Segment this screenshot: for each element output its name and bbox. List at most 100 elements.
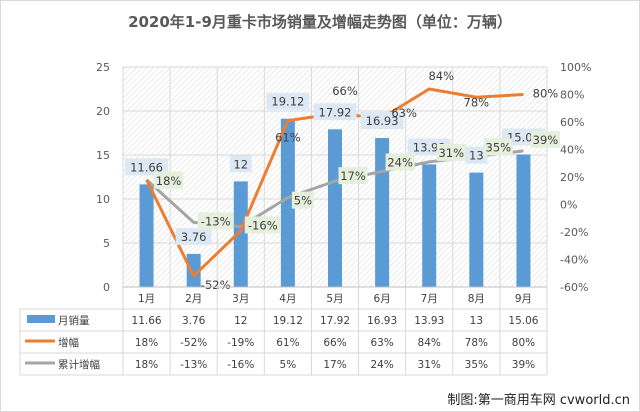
- bar-data-label-bg: [125, 158, 169, 176]
- category-label: 8月: [468, 293, 485, 305]
- table-cell: 18%: [135, 359, 158, 371]
- table-cell: 84%: [418, 337, 441, 349]
- table-cell: -52%: [180, 337, 207, 349]
- left-axis-tick: 10: [96, 193, 110, 206]
- bar-data-label-bg: [465, 146, 488, 164]
- table-cell: -13%: [180, 359, 207, 371]
- right-axis-tick: -40%: [560, 254, 588, 267]
- bar-monthly-sales: [280, 118, 295, 287]
- table-cell: 35%: [465, 359, 488, 371]
- cumulative-data-label-bg: [338, 167, 368, 185]
- bar-data-label: 17.92: [319, 105, 352, 119]
- legend-label: 增幅: [58, 336, 79, 349]
- growth-data-label: 66%: [332, 84, 358, 98]
- category-label: 2月: [185, 293, 202, 305]
- bar-data-label-bg: [229, 155, 252, 173]
- category-label: 5月: [326, 293, 343, 305]
- right-axis-tick: 80%: [560, 89, 584, 102]
- source-note: 制图:第一商用车网 cvworld.cn: [447, 392, 630, 408]
- bar-data-label: 19.12: [271, 95, 304, 109]
- bar-data-label: 16.93: [366, 114, 399, 128]
- cumulative-data-label: -16%: [248, 219, 278, 233]
- legend-swatch-bar: [27, 315, 55, 323]
- table-cell: 61%: [276, 337, 299, 349]
- right-axis-tick: 100%: [560, 61, 591, 74]
- table-cell: 80%: [512, 337, 535, 349]
- bar-monthly-sales: [375, 138, 390, 287]
- cumulative-data-label: 39%: [533, 133, 559, 147]
- cumulative-data-label: 17%: [340, 169, 366, 183]
- table-cell: 13: [470, 315, 483, 327]
- table-cell: 13.93: [414, 315, 444, 327]
- right-axis-tick: -60%: [560, 281, 588, 294]
- bar-data-label: 12: [233, 157, 248, 171]
- table-cell: -19%: [227, 337, 254, 349]
- category-label: 1月: [138, 293, 155, 305]
- right-axis-tick: 0%: [560, 199, 577, 212]
- right-axis-tick: 60%: [560, 116, 584, 129]
- bar-data-label: 13: [469, 149, 484, 163]
- table-cell: 31%: [418, 359, 441, 371]
- cumulative-data-label-bg: [385, 153, 415, 171]
- bar-data-label-bg: [266, 92, 310, 110]
- growth-data-label: 78%: [464, 95, 490, 109]
- table-cell: 15.06: [508, 315, 538, 327]
- cumulative-data-label-bg: [244, 216, 281, 234]
- growth-data-label: 80%: [533, 87, 559, 101]
- cumulative-data-label-bg: [197, 212, 234, 230]
- table-cell: 66%: [323, 337, 346, 349]
- cumulative-data-label: 24%: [387, 156, 413, 170]
- table-cell: 18%: [135, 337, 158, 349]
- cumulative-data-label-bg: [483, 138, 513, 156]
- bar-data-label: 3.76: [181, 230, 207, 244]
- table-cell: 39%: [512, 359, 535, 371]
- category-label: 6月: [374, 293, 391, 305]
- bar-monthly-sales: [469, 172, 484, 287]
- category-label: 9月: [515, 293, 532, 305]
- legend-label: 累计增幅: [58, 358, 100, 371]
- legend-label: 月销量: [58, 314, 90, 327]
- right-axis-tick: 40%: [560, 144, 584, 157]
- table-cell: 16.93: [367, 315, 397, 327]
- cumulative-data-label: 35%: [486, 140, 512, 154]
- left-axis-tick: 0: [103, 281, 110, 294]
- right-axis-tick: 20%: [560, 171, 584, 184]
- table-cell: 5%: [280, 359, 297, 371]
- right-axis-tick: -20%: [560, 226, 588, 239]
- cumulative-data-label: 31%: [438, 146, 464, 160]
- category-label: 4月: [279, 293, 296, 305]
- table-cell: 12: [234, 315, 247, 327]
- cumulative-data-label: -13%: [201, 214, 231, 228]
- bar-data-label-bg: [175, 227, 212, 245]
- left-axis-tick: 5: [103, 237, 110, 250]
- table-cell: 11.66: [132, 315, 162, 327]
- category-label: 7月: [421, 293, 438, 305]
- cumulative-data-label: 18%: [156, 174, 182, 188]
- cumulative-data-label-bg: [154, 171, 184, 189]
- bar-monthly-sales: [233, 181, 248, 287]
- chart-title: 2020年1-9月重卡市场销量及增幅走势图（单位：万辆）: [128, 13, 512, 31]
- left-axis-tick: 20: [96, 105, 110, 118]
- category-label: 3月: [232, 293, 249, 305]
- left-axis-tick: 15: [96, 149, 110, 162]
- bar-data-label-bg: [360, 112, 404, 130]
- plot-area: 0510152025-60%-40%-20%0%20%40%60%80%100%…: [96, 61, 591, 294]
- growth-data-label: 61%: [275, 131, 301, 145]
- table-cell: 17%: [323, 359, 346, 371]
- cumulative-data-label: 5%: [294, 194, 312, 208]
- left-axis-tick: 25: [96, 61, 110, 74]
- table-cell: 78%: [465, 337, 488, 349]
- table-cell: 63%: [370, 337, 393, 349]
- cumulative-data-label-bg: [436, 143, 466, 161]
- bar-monthly-sales: [139, 184, 154, 287]
- growth-data-label: -52%: [201, 278, 231, 292]
- table-cell: 24%: [370, 359, 393, 371]
- table-cell: 17.92: [320, 315, 350, 327]
- bar-data-label: 11.66: [130, 160, 163, 174]
- table-cell: 19.12: [273, 315, 303, 327]
- table-cell: 3.76: [182, 315, 206, 327]
- table-cell: -16%: [227, 359, 254, 371]
- bar-monthly-sales: [422, 164, 437, 287]
